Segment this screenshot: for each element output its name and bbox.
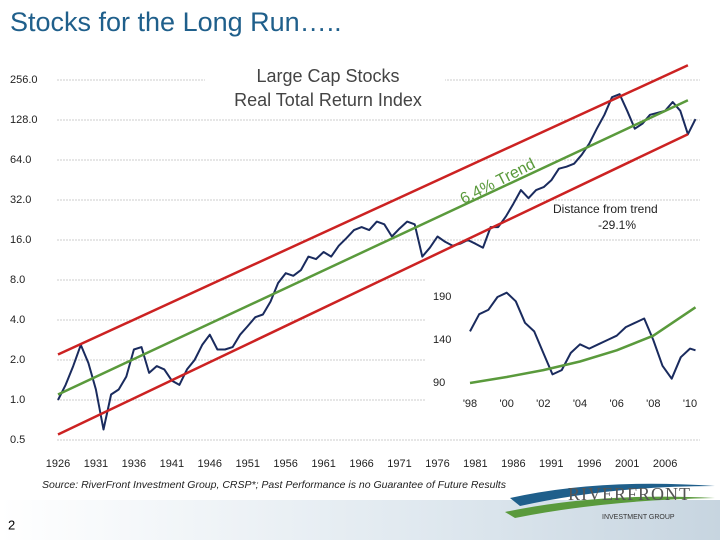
x-tick-label: 2001 xyxy=(615,458,639,470)
y-tick-label: 16.0 xyxy=(10,234,31,246)
x-tick-label: '04 xyxy=(573,398,587,410)
x-tick-label: 1931 xyxy=(84,458,108,470)
x-tick-label: 1996 xyxy=(577,458,601,470)
source: Source: RiverFront Investment Group, CRS… xyxy=(42,479,507,491)
x-tick-label: '02 xyxy=(536,398,550,410)
x-tick-label: '98 xyxy=(463,398,477,410)
series-line xyxy=(57,133,689,436)
series-line xyxy=(469,306,697,385)
y-tick-label: 2.0 xyxy=(10,354,25,366)
chart-subtitle: Real Total Return Index xyxy=(234,90,422,110)
slide-title: Stocks for the Long Run….. xyxy=(10,7,342,37)
x-tick-label: '00 xyxy=(499,398,513,410)
x-tick-label: 2006 xyxy=(653,458,677,470)
y-tick-label: 140 xyxy=(433,334,451,346)
logo-swoosh xyxy=(505,496,715,518)
logo: RIVERFRONT xyxy=(568,484,691,504)
series-line xyxy=(57,99,689,396)
logo-subtitle: INVESTMENT GROUP xyxy=(602,514,675,521)
y-tick-label: 8.0 xyxy=(10,274,25,286)
series-line xyxy=(57,64,689,356)
footer-bar xyxy=(0,500,720,540)
y-tick-label: 128.0 xyxy=(10,114,38,126)
y-tick-label: 32.0 xyxy=(10,194,31,206)
x-tick-label: 1926 xyxy=(46,458,70,470)
distance-value: -29.1% xyxy=(598,218,636,232)
y-tick-label: 0.5 xyxy=(10,434,25,446)
series-line xyxy=(57,93,697,431)
chart-title: Large Cap Stocks xyxy=(256,66,399,86)
y-tick-label: 256.0 xyxy=(10,74,38,86)
x-tick-label: '08 xyxy=(646,398,660,410)
x-tick-label: 1976 xyxy=(425,458,449,470)
x-tick-label: 1936 xyxy=(122,458,146,470)
x-tick-label: 1991 xyxy=(539,458,563,470)
x-tick-label: 1956 xyxy=(273,458,297,470)
x-tick-label: 1971 xyxy=(387,458,411,470)
x-tick-label: 1966 xyxy=(349,458,373,470)
distance-label: Distance from trend xyxy=(553,202,658,216)
logo-swoosh xyxy=(510,483,715,506)
y-tick-label: 64.0 xyxy=(10,154,31,166)
page-number: 2 xyxy=(8,517,15,532)
x-tick-label: 1946 xyxy=(198,458,222,470)
x-tick-label: 1981 xyxy=(463,458,487,470)
x-tick-label: '10 xyxy=(683,398,697,410)
x-tick-label: 1986 xyxy=(501,458,525,470)
series-line xyxy=(469,291,696,380)
y-tick-label: 4.0 xyxy=(10,314,25,326)
x-tick-label: 1951 xyxy=(235,458,259,470)
y-tick-label: 1.0 xyxy=(10,394,25,406)
inset-background xyxy=(425,270,715,415)
title-box xyxy=(205,60,445,115)
x-tick-label: 1961 xyxy=(311,458,335,470)
x-tick-label: '06 xyxy=(609,398,623,410)
y-tick-label: 90 xyxy=(433,377,445,389)
x-tick-label: 1941 xyxy=(160,458,184,470)
y-tick-label: 190 xyxy=(433,291,451,303)
